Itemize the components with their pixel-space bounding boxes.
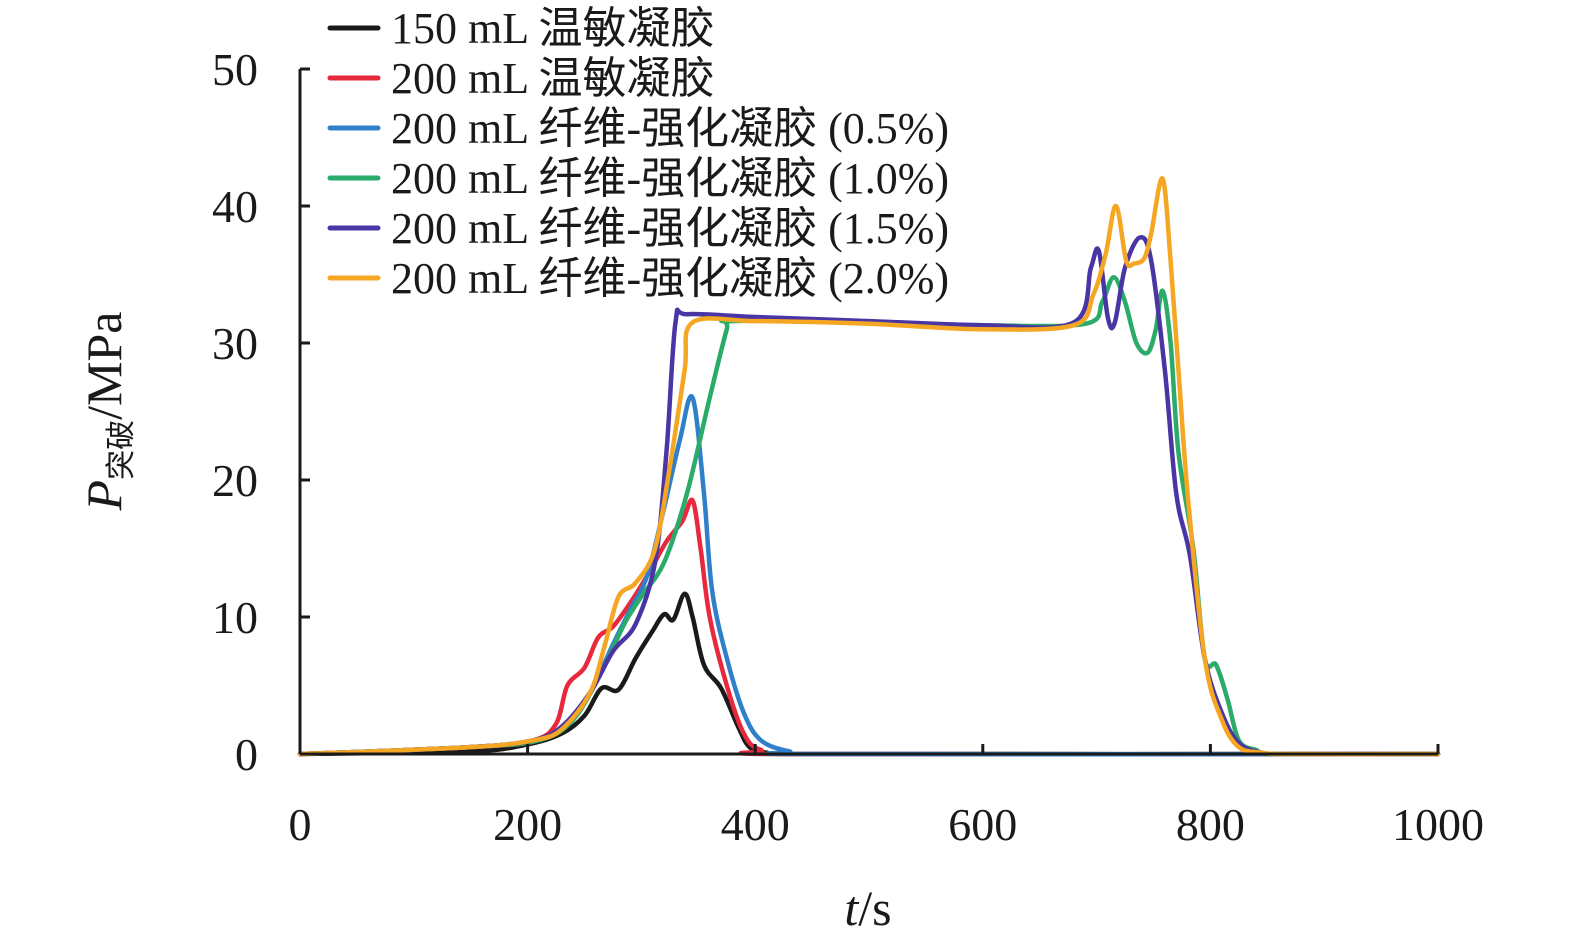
- x-tick-label: 400: [721, 799, 790, 850]
- x-axis-title: t/s: [844, 880, 891, 936]
- y-axis-unit: /MPa: [76, 312, 132, 420]
- x-axis-var: t: [844, 880, 859, 936]
- series-line-5: [297, 235, 1441, 757]
- legend-label: 200 mL 温敏凝胶: [391, 54, 714, 103]
- legend-label: 200 mL 纤维-强化凝胶 (0.5%): [391, 104, 949, 153]
- y-tick-label: 10: [212, 592, 258, 643]
- y-tick-label: 0: [235, 729, 258, 780]
- series-line-1: [297, 591, 1441, 757]
- y-axis-subscript: 突破: [104, 420, 139, 480]
- y-tick-label: 50: [212, 44, 258, 95]
- y-tick-label: 40: [212, 181, 258, 232]
- y-tick-label: 30: [212, 318, 258, 369]
- legend-label: 150 mL 温敏凝胶: [391, 4, 714, 53]
- series-line-2: [297, 497, 1441, 757]
- y-axis-var: P: [76, 480, 132, 512]
- y-tick-label: 20: [212, 455, 258, 506]
- x-tick-label: 0: [289, 799, 312, 850]
- legend-label: 200 mL 纤维-强化凝胶 (1.5%): [391, 204, 949, 253]
- x-tick-label: 800: [1176, 799, 1245, 850]
- x-tick-label: 1000: [1392, 799, 1484, 850]
- series-line-6: [297, 176, 1441, 757]
- legend-label: 200 mL 纤维-强化凝胶 (1.0%): [391, 154, 949, 203]
- x-tick-label: 600: [948, 799, 1017, 850]
- y-axis-title: P突破/MPa: [76, 312, 139, 512]
- x-axis-unit: /s: [858, 880, 891, 936]
- series-line-3: [297, 393, 1441, 757]
- series-line-4: [297, 274, 1441, 757]
- axes: [298, 67, 1440, 756]
- legend-label: 200 mL 纤维-强化凝胶 (2.0%): [391, 254, 949, 303]
- tick-labels: 0 10 20 30 40 50 0 200 400 600 800 1000: [212, 44, 1484, 850]
- x-tick-label: 200: [493, 799, 562, 850]
